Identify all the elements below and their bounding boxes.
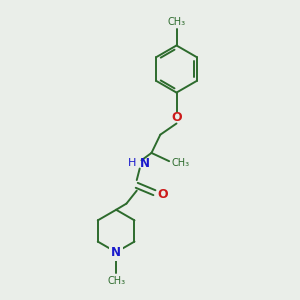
- Text: CH₃: CH₃: [172, 158, 190, 168]
- Text: O: O: [171, 111, 182, 124]
- Text: O: O: [158, 188, 168, 201]
- Text: CH₃: CH₃: [107, 276, 125, 286]
- Text: N: N: [140, 157, 150, 170]
- Text: H: H: [128, 158, 136, 168]
- Text: CH₃: CH₃: [167, 17, 186, 27]
- Text: N: N: [111, 246, 121, 259]
